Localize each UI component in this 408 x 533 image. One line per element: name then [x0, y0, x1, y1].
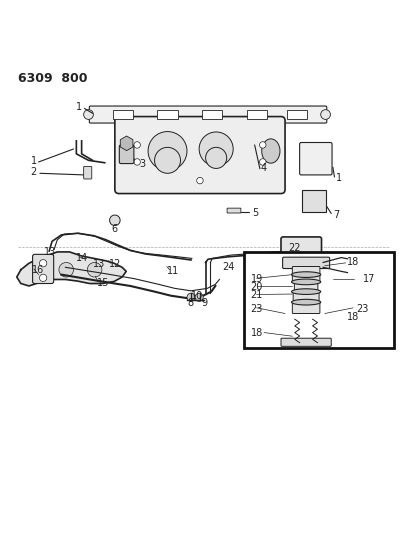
Text: 6309  800: 6309 800: [18, 71, 87, 85]
Text: 14: 14: [76, 253, 89, 263]
Text: 17: 17: [363, 274, 375, 285]
FancyBboxPatch shape: [293, 266, 320, 282]
Circle shape: [59, 262, 73, 277]
Text: 24: 24: [222, 262, 235, 272]
Bar: [246, 110, 267, 119]
FancyBboxPatch shape: [294, 281, 318, 293]
FancyBboxPatch shape: [33, 254, 54, 284]
FancyBboxPatch shape: [119, 145, 134, 164]
Text: 19: 19: [251, 273, 263, 284]
Bar: [157, 110, 177, 119]
FancyBboxPatch shape: [293, 291, 319, 303]
Text: 20: 20: [251, 282, 263, 292]
Text: 7: 7: [333, 209, 339, 220]
FancyBboxPatch shape: [227, 208, 241, 213]
Ellipse shape: [292, 289, 321, 294]
Circle shape: [35, 262, 49, 277]
Text: 18: 18: [347, 312, 359, 322]
Bar: [113, 110, 133, 119]
Text: 16: 16: [32, 265, 44, 274]
Circle shape: [40, 274, 47, 281]
Text: 4: 4: [261, 163, 267, 173]
FancyBboxPatch shape: [299, 142, 332, 175]
Polygon shape: [17, 252, 126, 286]
Text: 13: 13: [93, 259, 105, 269]
FancyBboxPatch shape: [89, 106, 327, 123]
Circle shape: [110, 215, 120, 225]
Text: 23: 23: [251, 304, 263, 313]
Text: 9: 9: [202, 298, 208, 308]
Circle shape: [259, 159, 266, 165]
Circle shape: [321, 110, 330, 119]
Circle shape: [155, 147, 180, 173]
Text: 22: 22: [288, 243, 301, 253]
Text: 5: 5: [252, 208, 258, 217]
Text: 18: 18: [251, 328, 263, 338]
FancyBboxPatch shape: [115, 117, 285, 193]
Ellipse shape: [292, 279, 321, 285]
Bar: [287, 110, 307, 119]
Text: 21: 21: [251, 290, 263, 300]
Text: 1: 1: [31, 156, 37, 166]
Circle shape: [134, 159, 140, 165]
Text: 10: 10: [191, 292, 203, 302]
Text: 23: 23: [356, 304, 368, 313]
Text: 1: 1: [336, 173, 342, 183]
Bar: [202, 110, 222, 119]
Text: 12: 12: [109, 259, 121, 269]
Text: 8: 8: [187, 298, 193, 308]
FancyBboxPatch shape: [281, 237, 322, 256]
Text: 6: 6: [112, 224, 118, 234]
Circle shape: [134, 142, 140, 148]
Ellipse shape: [292, 272, 321, 278]
Text: 15: 15: [97, 278, 109, 288]
Circle shape: [40, 260, 47, 267]
FancyBboxPatch shape: [84, 166, 92, 179]
Text: 3: 3: [139, 159, 145, 169]
Ellipse shape: [262, 139, 280, 163]
FancyBboxPatch shape: [281, 338, 331, 346]
Circle shape: [87, 262, 102, 277]
Circle shape: [197, 177, 203, 184]
Circle shape: [84, 110, 93, 119]
Text: 13: 13: [44, 247, 56, 257]
Circle shape: [148, 132, 187, 171]
Circle shape: [259, 142, 266, 148]
FancyBboxPatch shape: [283, 257, 330, 269]
Text: 18: 18: [347, 256, 359, 266]
Text: 1: 1: [76, 102, 82, 112]
Circle shape: [199, 132, 233, 166]
Circle shape: [206, 147, 227, 168]
Circle shape: [187, 293, 195, 301]
FancyBboxPatch shape: [293, 301, 320, 313]
Bar: [244, 252, 395, 349]
Ellipse shape: [287, 238, 314, 251]
Bar: [302, 190, 326, 212]
Text: 11: 11: [167, 265, 179, 276]
Circle shape: [195, 293, 203, 301]
Ellipse shape: [292, 300, 321, 305]
Text: 2: 2: [31, 167, 37, 177]
